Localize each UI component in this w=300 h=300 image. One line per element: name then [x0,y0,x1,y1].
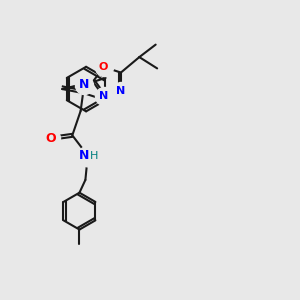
Text: O: O [46,132,56,145]
Text: N: N [116,86,125,96]
Text: H: H [90,151,98,160]
Text: N: N [79,149,89,162]
Text: O: O [99,62,108,72]
Text: N: N [99,91,108,101]
Text: N: N [79,78,89,91]
